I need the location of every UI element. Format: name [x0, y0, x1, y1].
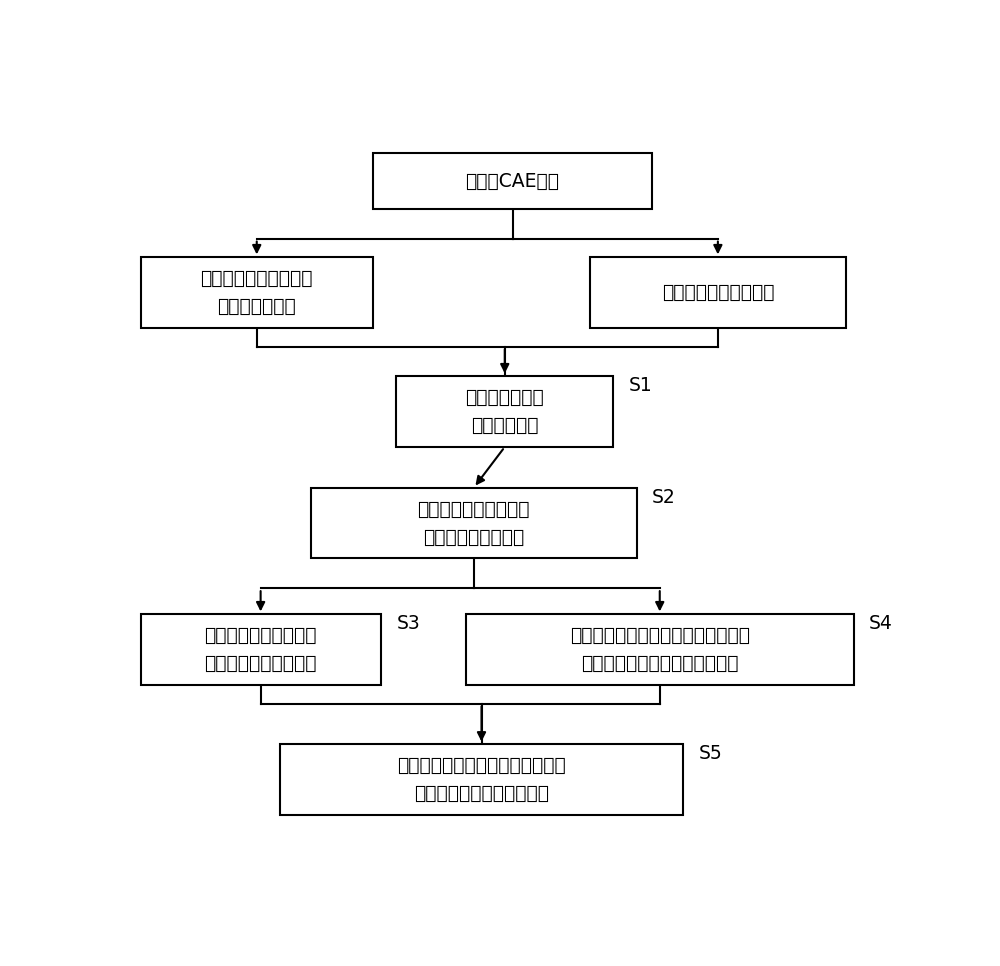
Text: 采用线性损伤叠加准则和统一蠕变
疲劳方程对总损伤进行评估: 采用线性损伤叠加准则和统一蠕变 疲劳方程对总损伤进行评估 [397, 756, 566, 804]
Text: S5: S5 [698, 745, 722, 763]
Text: 采用时间分数法、延性耗竭模型和应
变能密度耗竭模型评估蠕变损伤: 采用时间分数法、延性耗竭模型和应 变能密度耗竭模型评估蠕变损伤 [570, 626, 750, 673]
Text: 管板的CAE模型: 管板的CAE模型 [466, 172, 560, 190]
Text: 采用通用斜率法和设计
疲劳曲线评估疲劳损伤: 采用通用斜率法和设计 疲劳曲线评估疲劳损伤 [204, 626, 317, 673]
FancyBboxPatch shape [140, 614, 381, 685]
Text: 分析管板在稳态循环中
的蠕变循环塑性行为: 分析管板在稳态循环中 的蠕变循环塑性行为 [417, 499, 530, 547]
FancyBboxPatch shape [590, 257, 846, 327]
FancyBboxPatch shape [311, 488, 637, 558]
FancyBboxPatch shape [373, 153, 652, 209]
Text: S1: S1 [629, 376, 652, 395]
FancyBboxPatch shape [280, 745, 683, 815]
FancyBboxPatch shape [140, 257, 373, 327]
Text: S2: S2 [652, 488, 676, 507]
FancyBboxPatch shape [396, 376, 613, 447]
Text: 温度相关蠕变本构方程: 温度相关蠕变本构方程 [662, 283, 774, 302]
Text: S3: S3 [396, 614, 420, 634]
FancyBboxPatch shape [466, 614, 854, 685]
Text: 进行稳态循环分
析方法的修正: 进行稳态循环分 析方法的修正 [465, 388, 544, 435]
Text: S4: S4 [869, 614, 893, 634]
Text: 屈服应力与温度相关的
理想弹塑性模型: 屈服应力与温度相关的 理想弹塑性模型 [200, 270, 313, 316]
